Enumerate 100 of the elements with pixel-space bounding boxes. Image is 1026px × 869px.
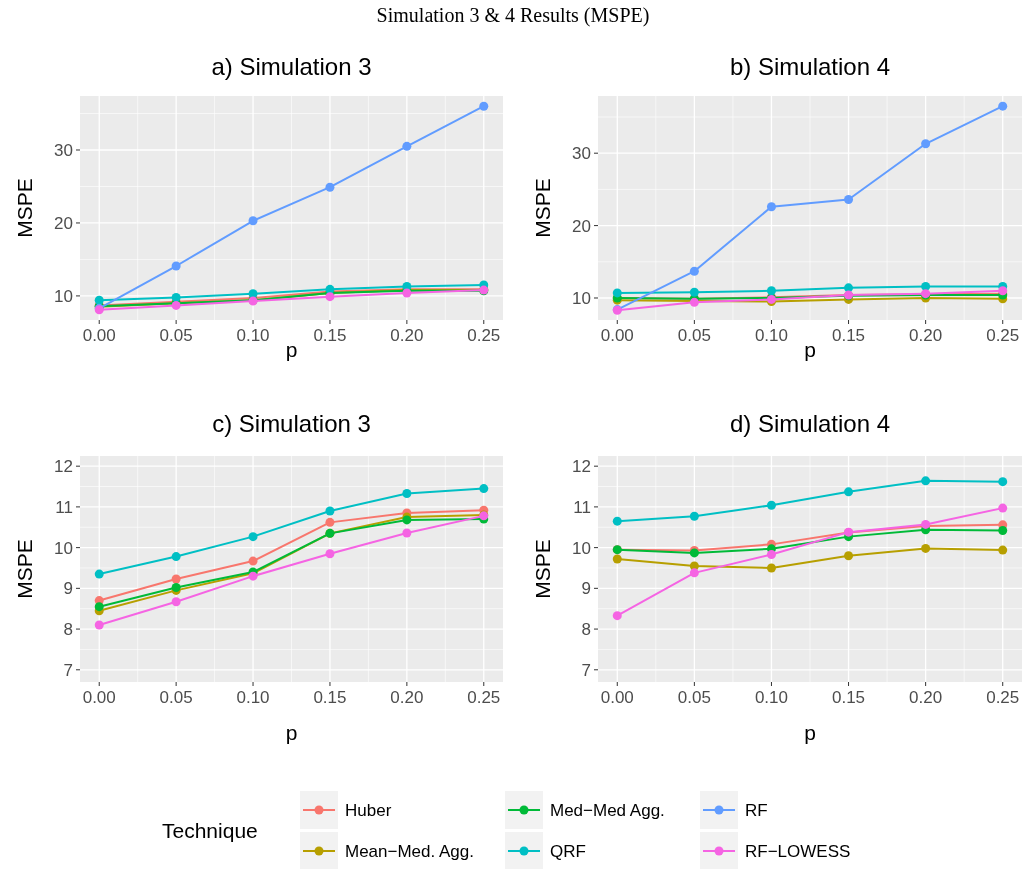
legend-label: Mean−Med. Agg. xyxy=(345,842,475,861)
y-axis-title: MSPE xyxy=(531,178,554,238)
point xyxy=(689,568,699,578)
point xyxy=(171,574,181,584)
x-axis-title: p xyxy=(285,338,298,361)
point xyxy=(402,528,412,538)
y-tick-label: 10 xyxy=(572,538,591,558)
chart-title: d) Simulation 4 xyxy=(729,410,891,437)
point xyxy=(171,552,181,562)
point xyxy=(998,545,1008,555)
x-tick-label: 0.00 xyxy=(600,326,634,345)
point xyxy=(171,292,181,302)
chart-title: c) Simulation 3 xyxy=(212,410,371,437)
point xyxy=(171,597,181,607)
y-tick-label: 7 xyxy=(581,660,591,680)
point xyxy=(844,487,854,497)
point xyxy=(402,488,412,498)
x-tick-label: 0.10 xyxy=(754,688,788,707)
x-tick-label: 0.15 xyxy=(313,326,347,345)
point xyxy=(766,563,776,573)
y-tick-label: 8 xyxy=(581,620,591,640)
legend-label: Med−Med Agg. xyxy=(550,801,665,820)
text: Simulation 3 & 4 Results (MSPE) xyxy=(376,4,650,27)
x-tick-label: 0.00 xyxy=(82,326,116,345)
point xyxy=(612,516,622,526)
y-tick-label: 20 xyxy=(572,216,591,236)
y-tick-label: 10 xyxy=(572,288,591,308)
point xyxy=(998,477,1008,487)
point xyxy=(94,295,104,305)
y-axis-title: MSPE xyxy=(13,539,36,599)
y-tick-label: 11 xyxy=(55,497,73,517)
point xyxy=(325,517,335,527)
x-tick-label: 0.05 xyxy=(677,688,711,707)
y-tick-label: 10 xyxy=(54,538,73,558)
x-tick-label: 0.05 xyxy=(159,688,193,707)
point xyxy=(689,511,699,521)
point xyxy=(844,551,854,561)
x-axis-title: p xyxy=(804,721,816,744)
point xyxy=(248,532,258,542)
point xyxy=(921,139,931,149)
x-tick-label: 0.15 xyxy=(832,688,866,707)
x-tick-label: 0.05 xyxy=(677,326,711,345)
point xyxy=(612,554,622,564)
y-tick-label: 7 xyxy=(63,660,73,680)
x-tick-label: 0.05 xyxy=(159,326,193,345)
x-tick-label: 0.20 xyxy=(909,326,943,345)
point xyxy=(844,195,854,205)
chart-title: a) Simulation 3 xyxy=(211,53,372,80)
point xyxy=(479,484,489,494)
point xyxy=(479,101,489,111)
y-tick-label: 30 xyxy=(572,144,591,164)
x-tick-label: 0.15 xyxy=(832,326,866,345)
point xyxy=(94,569,104,579)
point xyxy=(325,506,335,516)
point xyxy=(248,556,258,566)
x-tick-label: 0.25 xyxy=(986,688,1020,707)
point xyxy=(921,281,931,291)
x-tick-label: 0.20 xyxy=(390,688,424,707)
y-tick-label: 9 xyxy=(581,579,591,599)
x-tick-label: 0.20 xyxy=(909,688,943,707)
point xyxy=(689,266,699,276)
legend-title: Technique xyxy=(162,819,258,842)
x-tick-label: 0.25 xyxy=(467,326,501,345)
point xyxy=(689,287,699,297)
x-tick-label: 0.00 xyxy=(600,688,634,707)
y-tick-label: 20 xyxy=(54,213,73,233)
point xyxy=(921,476,931,486)
point xyxy=(248,216,258,226)
legend-label: RF xyxy=(745,801,768,820)
legend-label: RF−LOWESS xyxy=(745,842,851,861)
x-tick-label: 0.25 xyxy=(986,326,1020,345)
legend-label: Huber xyxy=(345,801,392,820)
point xyxy=(171,261,181,271)
y-tick-label: 10 xyxy=(54,286,73,306)
x-axis-title: p xyxy=(804,338,816,361)
legend-label: QRF xyxy=(550,842,586,861)
y-tick-label: 12 xyxy=(572,457,591,477)
x-tick-label: 0.25 xyxy=(467,688,501,707)
y-tick-label: 8 xyxy=(63,620,73,640)
point xyxy=(998,503,1008,513)
y-tick-label: 11 xyxy=(573,497,591,517)
y-axis-title: MSPE xyxy=(13,178,36,238)
x-tick-label: 0.10 xyxy=(754,326,788,345)
point xyxy=(766,286,776,296)
y-axis-title: MSPE xyxy=(531,539,554,599)
y-tick-label: 9 xyxy=(63,579,73,599)
point xyxy=(766,202,776,212)
point xyxy=(766,550,776,560)
x-tick-label: 0.20 xyxy=(390,326,424,345)
point xyxy=(766,500,776,510)
x-tick-label: 0.10 xyxy=(236,326,270,345)
point xyxy=(325,549,335,559)
x-tick-label: 0.15 xyxy=(313,688,347,707)
x-tick-label: 0.00 xyxy=(82,688,116,707)
point xyxy=(612,288,622,298)
point xyxy=(998,526,1008,536)
point xyxy=(998,101,1008,111)
y-tick-label: 30 xyxy=(54,140,73,160)
point xyxy=(612,611,622,621)
x-tick-label: 0.10 xyxy=(236,688,270,707)
